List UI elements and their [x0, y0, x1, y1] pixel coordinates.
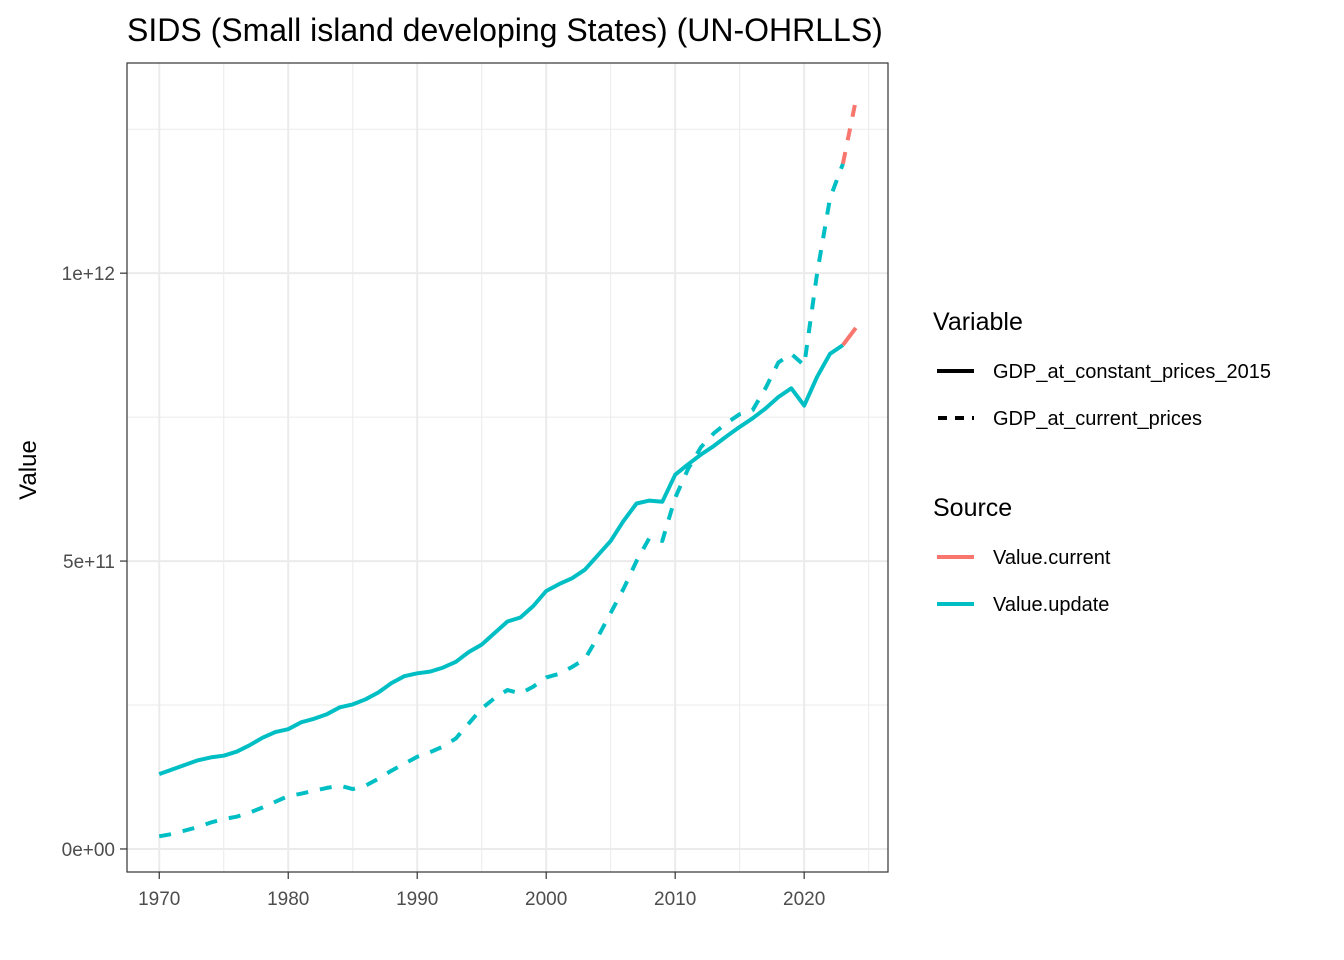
- grid-major: [127, 63, 888, 872]
- legend-label: GDP_at_current_prices: [993, 408, 1202, 430]
- y-axis-title: Value: [15, 440, 42, 500]
- grid-minor: [127, 63, 888, 872]
- series-line-gdp-at-constant-prices-2015-value-current: [841, 326, 858, 347]
- legend-title-variable: Variable: [933, 308, 1023, 336]
- legend-title-source: Source: [933, 494, 1012, 522]
- legend-label: Value.update: [993, 594, 1109, 616]
- plot-background: [127, 63, 888, 872]
- y-tick-label: 0e+00: [62, 840, 115, 861]
- chart-title: SIDS (Small island developing States) (U…: [127, 12, 883, 48]
- legend-label: GDP_at_constant_prices_2015: [993, 361, 1271, 383]
- series-line-gdp-at-constant-prices-2015-value-update: [158, 343, 845, 776]
- x-axis: 1970 1980 1990 2000 2010 2020: [138, 872, 825, 910]
- x-tick-label: 1970: [138, 889, 180, 910]
- x-tick-label: 2010: [654, 889, 696, 910]
- y-tick-label: 1e+12: [62, 264, 115, 285]
- legend-label: Value.current: [993, 547, 1111, 569]
- x-tick-label: 1980: [267, 889, 309, 910]
- series-line-gdp-at-current-prices-value-current: [840, 100, 858, 165]
- x-tick-label: 2020: [783, 889, 825, 910]
- x-tick-label: 2000: [525, 889, 567, 910]
- y-axis: 0e+00 5e+11 1e+12: [62, 264, 127, 861]
- plot-area: [126, 62, 889, 873]
- legend: Variable GDP_at_constant_prices_2015 GDP_a…: [933, 308, 1271, 616]
- series-layer: [158, 100, 858, 839]
- plot-border: [126, 62, 889, 873]
- y-tick-label: 5e+11: [63, 552, 115, 573]
- x-tick-label: 1990: [396, 889, 438, 910]
